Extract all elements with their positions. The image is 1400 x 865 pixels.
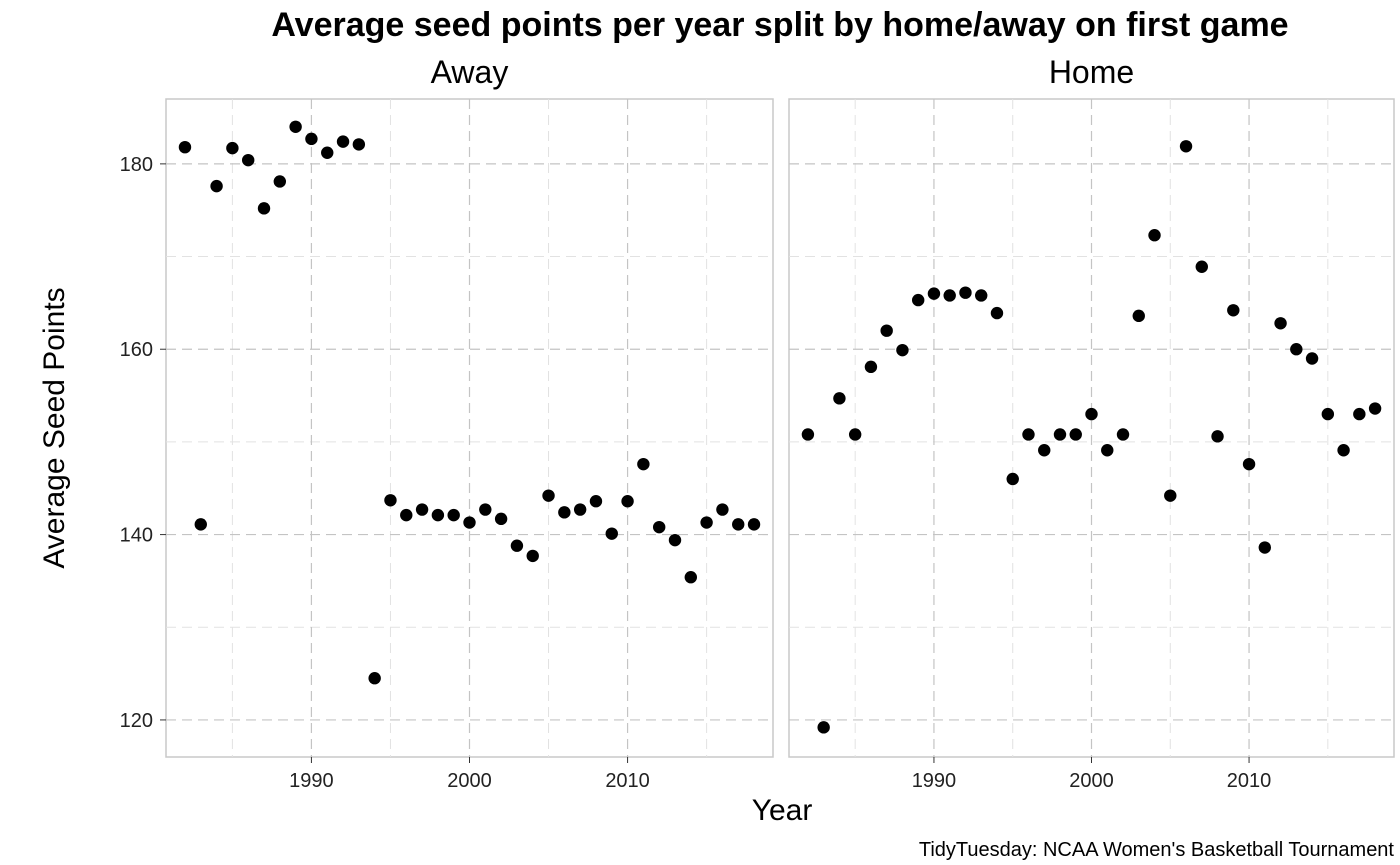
data-point: [400, 508, 413, 522]
data-point: [605, 527, 618, 540]
data-point: [431, 508, 445, 522]
data-point: [1022, 428, 1035, 441]
data-point: [321, 146, 334, 159]
data-point: [1148, 229, 1161, 242]
data-point: [1069, 428, 1082, 441]
data-point: [668, 533, 682, 547]
data-point: [336, 135, 350, 148]
data-point: [990, 306, 1004, 320]
chart-title: Average seed points per year split by ho…: [271, 6, 1288, 44]
x-axis-title: Year: [752, 794, 813, 827]
data-point: [1211, 430, 1224, 443]
data-point: [241, 153, 255, 167]
data-point: [463, 516, 476, 529]
data-point: [927, 287, 941, 300]
data-point: [880, 324, 893, 337]
data-point: [1101, 444, 1114, 457]
x-tick-label: 2010: [605, 770, 650, 792]
data-point: [1132, 309, 1145, 323]
x-tick-label: 2010: [1227, 770, 1272, 792]
y-tick-label: 120: [120, 710, 153, 732]
data-point: [257, 202, 271, 215]
facet-panel-away: Away: [165, 54, 774, 758]
data-point: [194, 518, 207, 531]
data-point: [558, 506, 571, 519]
data-point: [1353, 407, 1366, 421]
y-axis-title: Average Seed Points: [38, 287, 71, 568]
data-point: [975, 289, 988, 302]
data-point: [652, 520, 666, 534]
x-tick-label: 1990: [912, 770, 957, 792]
data-point: [1053, 428, 1067, 441]
data-point: [1368, 402, 1382, 415]
data-point: [1006, 472, 1019, 486]
data-point: [1179, 140, 1193, 153]
data-point: [589, 495, 603, 508]
x-axis-away: 1990 2000 2010: [289, 757, 650, 792]
data-point: [384, 494, 397, 507]
data-point: [911, 293, 925, 307]
data-point: [1242, 457, 1256, 471]
data-point: [526, 549, 539, 563]
data-point: [210, 179, 223, 193]
y-axis: 120 140 160 180: [120, 154, 166, 732]
data-point: [1274, 317, 1287, 330]
data-point: [817, 721, 830, 734]
data-point: [1227, 304, 1240, 317]
data-point: [542, 489, 555, 502]
facet-label-away: Away: [431, 54, 509, 90]
data-point: [226, 141, 239, 155]
data-point: [621, 495, 634, 508]
data-point: [273, 175, 287, 188]
data-point: [747, 518, 761, 531]
data-point: [447, 508, 460, 522]
data-point: [494, 512, 508, 526]
data-point: [896, 343, 909, 357]
y-tick-label: 160: [120, 339, 153, 361]
data-point: [415, 503, 429, 516]
data-point: [864, 360, 878, 374]
data-point: [479, 503, 492, 516]
data-point: [959, 286, 972, 299]
data-point: [352, 138, 366, 151]
data-point: [573, 503, 587, 516]
data-point: [1290, 343, 1303, 356]
data-point: [1195, 260, 1208, 273]
y-tick-label: 140: [120, 525, 153, 547]
data-point: [510, 539, 524, 552]
points-home: [801, 140, 1382, 734]
x-tick-label: 2000: [447, 770, 492, 792]
data-point: [368, 672, 381, 685]
data-point: [1305, 352, 1319, 365]
data-point: [732, 518, 745, 531]
data-point: [848, 428, 862, 441]
data-point: [716, 503, 729, 516]
gridlines-away: [166, 99, 773, 757]
data-point: [178, 140, 192, 154]
points-away: [178, 120, 761, 685]
data-point: [1164, 489, 1177, 502]
chart-caption: TidyTuesday: NCAA Women's Basketball Tou…: [919, 839, 1395, 861]
facet-panel-home: Home: [788, 54, 1395, 758]
data-point: [1116, 428, 1130, 441]
data-point: [1321, 407, 1335, 421]
x-tick-label: 1990: [289, 770, 334, 792]
data-point: [943, 289, 956, 302]
y-tick-label: 180: [120, 154, 153, 176]
x-tick-label: 2000: [1069, 770, 1114, 792]
data-point: [1258, 541, 1272, 554]
data-point: [700, 516, 713, 529]
data-point: [305, 132, 318, 146]
data-point: [1038, 444, 1051, 457]
data-point: [684, 571, 698, 584]
data-point: [1337, 444, 1350, 457]
data-point: [637, 457, 650, 471]
data-point: [1085, 407, 1098, 421]
facet-label-home: Home: [1049, 54, 1134, 90]
data-point: [833, 392, 846, 405]
data-point: [801, 428, 815, 441]
x-axis-home: 1990 2000 2010: [912, 757, 1272, 792]
data-point: [289, 120, 302, 134]
